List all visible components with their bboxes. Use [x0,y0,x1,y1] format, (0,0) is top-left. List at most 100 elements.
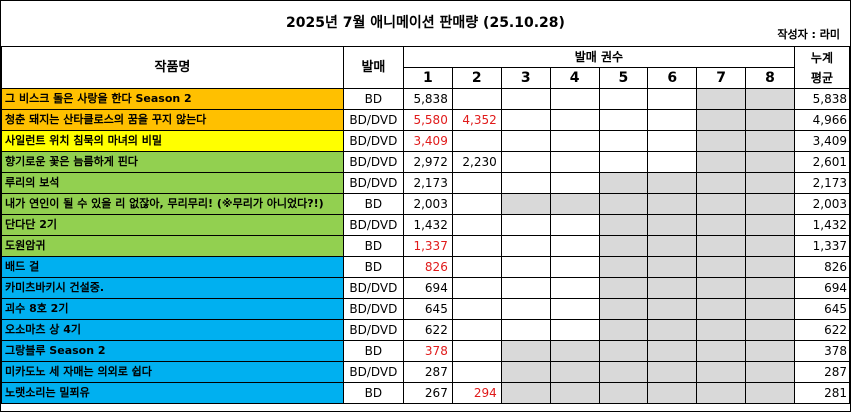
volume-cell[interactable] [549,256,600,278]
average-cell[interactable]: 2,003 [793,193,851,215]
volume-cell[interactable]: 2,003 [402,193,453,215]
title-cell[interactable]: 그랑블루 Season 2 [1,340,344,362]
volume-cell[interactable] [696,109,747,131]
volume-cell[interactable] [647,298,698,320]
volume-cell[interactable] [696,361,747,383]
volume-cell[interactable] [598,361,649,383]
volume-cell[interactable] [647,88,698,110]
volume-cell[interactable] [696,151,747,173]
volume-cell[interactable] [696,340,747,362]
volume-cell[interactable]: 826 [402,256,453,278]
volume-cell[interactable] [598,172,649,194]
title-cell[interactable]: 그 비스크 돌은 사랑을 한다 Season 2 [1,88,344,110]
average-cell[interactable]: 826 [793,256,851,278]
volume-cell[interactable]: 1,432 [402,214,453,236]
volume-cell[interactable] [549,172,600,194]
volume-cell[interactable] [696,298,747,320]
volume-cell[interactable] [696,193,747,215]
volume-cell[interactable] [745,193,795,215]
volume-cell[interactable] [549,235,600,257]
volume-cell[interactable] [451,130,502,152]
volume-cell[interactable] [647,361,698,383]
volume-cell[interactable]: 267 [402,382,453,404]
format-cell[interactable]: BD [342,382,404,404]
title-cell[interactable]: 단다단 2기 [1,214,344,236]
average-cell[interactable]: 2,173 [793,172,851,194]
volume-cell[interactable] [696,88,747,110]
volume-cell[interactable] [500,214,551,236]
volume-cell[interactable] [696,214,747,236]
average-cell[interactable]: 3,409 [793,130,851,152]
volume-cell[interactable] [549,277,600,299]
volume-cell[interactable] [500,340,551,362]
volume-cell[interactable] [745,340,795,362]
average-cell[interactable]: 1,432 [793,214,851,236]
format-cell[interactable]: BD [342,235,404,257]
average-cell[interactable]: 2,601 [793,151,851,173]
volume-cell[interactable]: 2,230 [451,151,502,173]
volume-cell[interactable] [745,172,795,194]
volume-cell[interactable] [500,193,551,215]
volume-cell[interactable]: 694 [402,277,453,299]
volume-cell[interactable] [451,340,502,362]
average-cell[interactable]: 281 [793,382,851,404]
volume-cell[interactable] [745,214,795,236]
format-cell[interactable]: BD [342,193,404,215]
title-cell[interactable]: 미카도노 세 자매는 의외로 쉽다 [1,361,344,383]
format-cell[interactable]: BD/DVD [342,109,404,131]
volume-cell[interactable] [500,256,551,278]
volume-cell[interactable]: 622 [402,319,453,341]
average-cell[interactable]: 622 [793,319,851,341]
volume-cell[interactable] [647,340,698,362]
volume-cell[interactable] [451,88,502,110]
volume-cell[interactable] [451,361,502,383]
volume-cell[interactable] [745,382,795,404]
volume-cell[interactable] [696,130,747,152]
title-cell[interactable]: 괴수 8호 2기 [1,298,344,320]
volume-cell[interactable]: 3,409 [402,130,453,152]
volume-cell[interactable] [647,256,698,278]
volume-cell[interactable]: 287 [402,361,453,383]
title-cell[interactable]: 내가 연인이 될 수 있을 리 없잖아, 무리무리! (※무리가 아니었다?!) [1,193,344,215]
volume-cell[interactable] [549,361,600,383]
volume-cell[interactable]: 2,972 [402,151,453,173]
title-cell[interactable]: 루리의 보석 [1,172,344,194]
format-cell[interactable]: BD/DVD [342,172,404,194]
format-cell[interactable]: BD/DVD [342,130,404,152]
average-cell[interactable]: 694 [793,277,851,299]
volume-cell[interactable] [500,382,551,404]
title-cell[interactable]: 카미츠바키시 건설중. [1,277,344,299]
volume-cell[interactable] [647,130,698,152]
volume-cell[interactable] [598,88,649,110]
volume-cell[interactable] [598,277,649,299]
volume-cell[interactable]: 294 [451,382,502,404]
volume-cell[interactable] [549,382,600,404]
average-cell[interactable]: 287 [793,361,851,383]
volume-cell[interactable] [696,382,747,404]
format-cell[interactable]: BD/DVD [342,298,404,320]
volume-cell[interactable] [598,235,649,257]
volume-cell[interactable] [696,235,747,257]
volume-cell[interactable] [500,298,551,320]
volume-cell[interactable] [451,256,502,278]
volume-cell[interactable] [500,130,551,152]
volume-cell[interactable] [451,298,502,320]
volume-cell[interactable] [500,277,551,299]
volume-cell[interactable] [500,235,551,257]
volume-cell[interactable] [451,235,502,257]
volume-cell[interactable] [745,151,795,173]
average-cell[interactable]: 1,337 [793,235,851,257]
volume-cell[interactable] [500,172,551,194]
volume-cell[interactable] [647,277,698,299]
volume-cell[interactable] [500,151,551,173]
volume-cell[interactable]: 2,173 [402,172,453,194]
volume-cell[interactable]: 5,838 [402,88,453,110]
volume-cell[interactable] [745,88,795,110]
volume-cell[interactable] [549,130,600,152]
volume-cell[interactable] [696,256,747,278]
volume-cell[interactable] [696,319,747,341]
volume-cell[interactable] [745,361,795,383]
volume-cell[interactable] [598,214,649,236]
volume-cell[interactable]: 5,580 [402,109,453,131]
volume-cell[interactable] [745,235,795,257]
